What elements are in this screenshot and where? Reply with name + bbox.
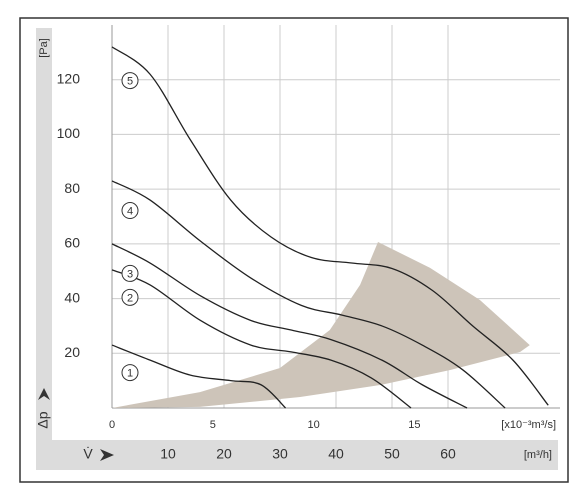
x-tick-label: 20 (216, 446, 232, 462)
x2-tick-label: 15 (408, 419, 420, 431)
y-arrow (38, 388, 50, 400)
x-label: V̇ (83, 446, 93, 462)
x-tick-label: 50 (384, 446, 400, 462)
y-tick-label: 100 (57, 125, 81, 141)
x2-tick-label: 10 (307, 419, 319, 431)
curve-marker (121, 264, 139, 282)
curve-label: 1 (127, 368, 133, 380)
curve-marker (121, 288, 139, 306)
curve (111, 46, 549, 406)
x-tick-label: 40 (328, 446, 344, 462)
y-unit: [Pa] (38, 38, 50, 58)
curve-label: 5 (127, 75, 133, 87)
curve-marker (121, 202, 139, 220)
y-tick-label: 40 (64, 289, 80, 305)
curve (111, 344, 287, 409)
curve-marker (121, 72, 139, 90)
x-arrow (100, 449, 114, 461)
x-strip (36, 440, 558, 470)
curve-label: 3 (127, 268, 133, 280)
y-tick-label: 80 (64, 180, 80, 196)
x-unit: [m³/h] (524, 449, 552, 461)
x-tick-label: 60 (440, 446, 456, 462)
y-tick-label: 60 (64, 235, 80, 251)
curve (111, 180, 506, 409)
y-tick-label: 20 (64, 344, 80, 360)
curve (111, 243, 468, 409)
y-tick-label: 120 (57, 70, 81, 86)
curve-label: 4 (127, 205, 133, 217)
y-strip (36, 28, 52, 440)
y-label: Δp (35, 411, 51, 428)
x-tick-label: 10 (160, 446, 176, 462)
curve (111, 269, 412, 409)
plot: 1 2 3 4 5 (111, 25, 560, 409)
x2-unit: [x10⁻³m³/s] (501, 419, 556, 431)
curve-marker (121, 364, 139, 382)
x2-tick-label: 5 (210, 419, 216, 431)
x2-tick-label: 0 (109, 419, 115, 431)
curve-label: 2 (127, 292, 133, 304)
x-tick-label: 30 (272, 446, 288, 462)
operating-region (112, 241, 530, 408)
